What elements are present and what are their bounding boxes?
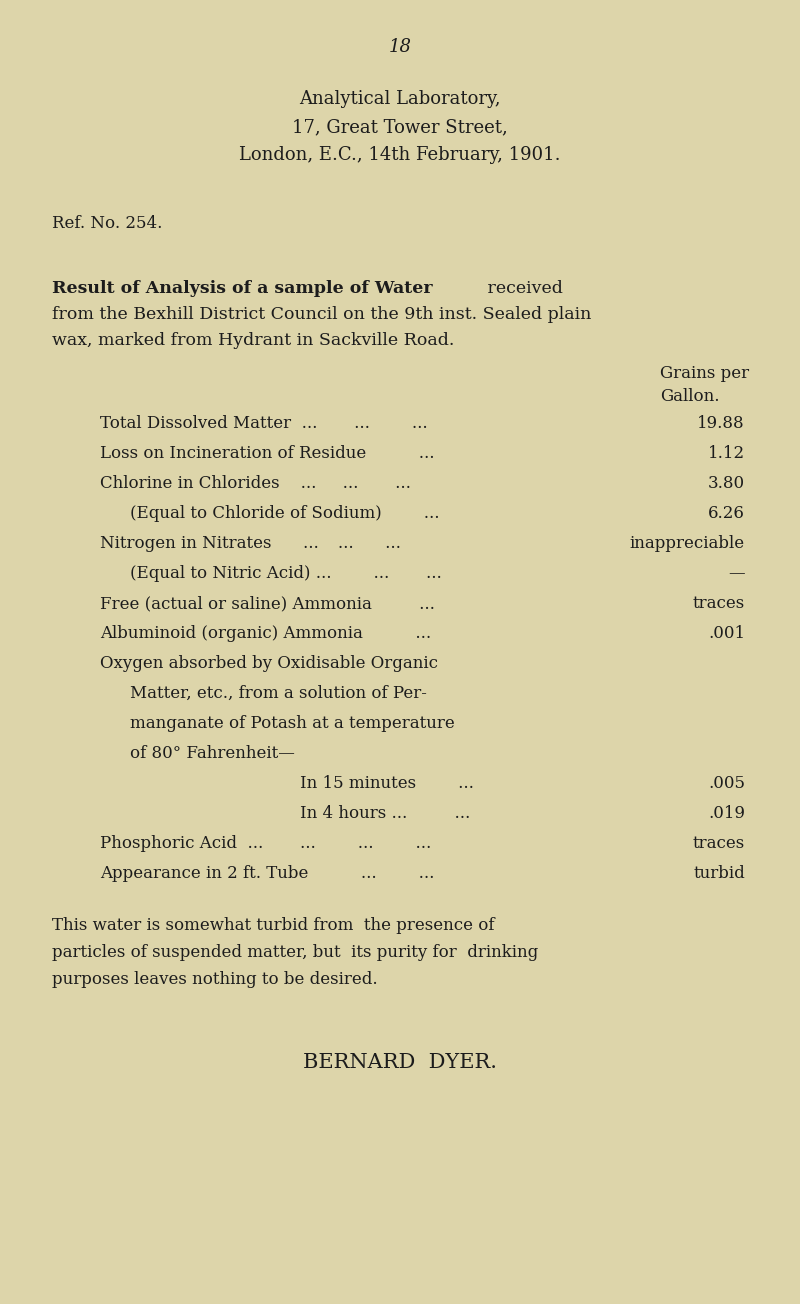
Text: 1.12: 1.12 <box>708 445 745 462</box>
Text: purposes leaves nothing to be desired.: purposes leaves nothing to be desired. <box>52 971 378 988</box>
Text: 18: 18 <box>389 38 411 56</box>
Text: 19.88: 19.88 <box>698 415 745 432</box>
Text: In 15 minutes        ...: In 15 minutes ... <box>300 775 474 792</box>
Text: Phosphoric Acid  ...       ...        ...        ...: Phosphoric Acid ... ... ... ... <box>100 835 431 852</box>
Text: 3.80: 3.80 <box>708 475 745 492</box>
Text: Matter, etc., from a solution of Per-: Matter, etc., from a solution of Per- <box>130 685 427 702</box>
Text: wax, marked from Hydrant in Sackville Road.: wax, marked from Hydrant in Sackville Ro… <box>52 333 454 349</box>
Text: Nitrogen in Nitrates      ...    ...      ...: Nitrogen in Nitrates ... ... ... <box>100 535 401 552</box>
Text: received: received <box>482 280 563 297</box>
Text: Analytical Laboratory,: Analytical Laboratory, <box>299 90 501 108</box>
Text: Gallon.: Gallon. <box>660 389 719 406</box>
Text: manganate of Potash at a temperature: manganate of Potash at a temperature <box>130 715 454 732</box>
Text: traces: traces <box>693 595 745 612</box>
Text: Free (actual or saline) Ammonia         ...: Free (actual or saline) Ammonia ... <box>100 595 435 612</box>
Text: 6.26: 6.26 <box>708 505 745 522</box>
Text: particles of suspended matter, but  its purity for  drinking: particles of suspended matter, but its p… <box>52 944 538 961</box>
Text: London, E.C., 14th February, 1901.: London, E.C., 14th February, 1901. <box>239 146 561 164</box>
Text: traces: traces <box>693 835 745 852</box>
Text: Loss on Incineration of Residue          ...: Loss on Incineration of Residue ... <box>100 445 434 462</box>
Text: inappreciable: inappreciable <box>630 535 745 552</box>
Text: In 4 hours ...         ...: In 4 hours ... ... <box>300 805 470 822</box>
Text: of 80° Fahrenheit—: of 80° Fahrenheit— <box>130 745 295 762</box>
Text: .005: .005 <box>708 775 745 792</box>
Text: —: — <box>728 565 745 582</box>
Text: turbid: turbid <box>694 865 745 882</box>
Text: Appearance in 2 ft. Tube          ...        ...: Appearance in 2 ft. Tube ... ... <box>100 865 434 882</box>
Text: (Equal to Chloride of Sodium)        ...: (Equal to Chloride of Sodium) ... <box>130 505 439 522</box>
Text: from the Bexhill District Council on the 9th inst. Sealed plain: from the Bexhill District Council on the… <box>52 306 591 323</box>
Text: 17, Great Tower Street,: 17, Great Tower Street, <box>292 117 508 136</box>
Text: Ref. No. 254.: Ref. No. 254. <box>52 215 162 232</box>
Text: (Equal to Nitric Acid) ...        ...       ...: (Equal to Nitric Acid) ... ... ... <box>130 565 442 582</box>
Text: Albuminoid (organic) Ammonia          ...: Albuminoid (organic) Ammonia ... <box>100 625 431 642</box>
Text: .001: .001 <box>708 625 745 642</box>
Text: Grains per: Grains per <box>660 365 749 382</box>
Text: This water is somewhat turbid from  the presence of: This water is somewhat turbid from the p… <box>52 917 494 934</box>
Text: Oxygen absorbed by Oxidisable Organic: Oxygen absorbed by Oxidisable Organic <box>100 655 438 672</box>
Text: Chlorine in Chlorides    ...     ...       ...: Chlorine in Chlorides ... ... ... <box>100 475 411 492</box>
Text: Total Dissolved Matter  ...       ...        ...: Total Dissolved Matter ... ... ... <box>100 415 428 432</box>
Text: Result of Analysis of a sample of Water: Result of Analysis of a sample of Water <box>52 280 433 297</box>
Text: .019: .019 <box>708 805 745 822</box>
Text: BERNARD  DYER.: BERNARD DYER. <box>303 1054 497 1072</box>
